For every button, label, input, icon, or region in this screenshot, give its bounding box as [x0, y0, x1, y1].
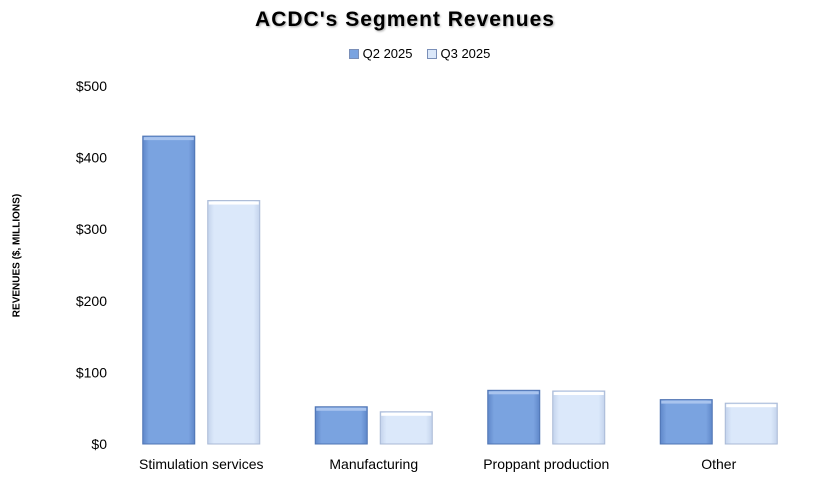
legend-label-q3: Q3 2025 [440, 46, 491, 61]
bar-q2-manufacturing [314, 406, 368, 445]
bar-q3-stimulation-services [207, 200, 261, 445]
bar-highlight [208, 201, 259, 205]
bar-q2-proppant-production [487, 389, 541, 445]
legend-label-q2: Q2 2025 [362, 46, 413, 61]
bar-highlight [488, 391, 539, 395]
legend: Q2 2025 Q3 2025 [0, 46, 839, 61]
bar-q3-other [724, 402, 778, 445]
y-tick-label: $300 [76, 221, 107, 237]
bar-q2-other [659, 399, 713, 445]
x-tick-label: Proppant production [483, 456, 609, 472]
bar-highlight [316, 407, 367, 411]
y-tick-label: $400 [76, 150, 107, 166]
y-tick-label: $100 [76, 364, 107, 380]
legend-swatch-q2 [348, 48, 359, 59]
bar-highlight [381, 412, 432, 416]
bar-highlight [553, 392, 604, 396]
x-tick-label: Other [701, 456, 736, 472]
legend-item-q3: Q3 2025 [426, 46, 491, 61]
y-tick-label: $200 [76, 293, 107, 309]
y-tick-label: $500 [76, 78, 107, 94]
bar-q3-manufacturing [379, 411, 433, 445]
bar-highlight [661, 400, 712, 404]
bar-highlight [726, 404, 777, 408]
legend-item-q2: Q2 2025 [348, 46, 413, 61]
bar-q3-proppant-production [552, 390, 606, 445]
bar-q2-stimulation-services [142, 135, 196, 445]
x-tick-label: Manufacturing [329, 456, 418, 472]
x-tick-label: Stimulation services [139, 456, 264, 472]
chart-title: ACDC's Segment Revenues [255, 8, 555, 31]
y-tick-label: $0 [91, 436, 107, 452]
legend-swatch-q3 [426, 48, 437, 59]
bar-highlight [143, 137, 194, 141]
